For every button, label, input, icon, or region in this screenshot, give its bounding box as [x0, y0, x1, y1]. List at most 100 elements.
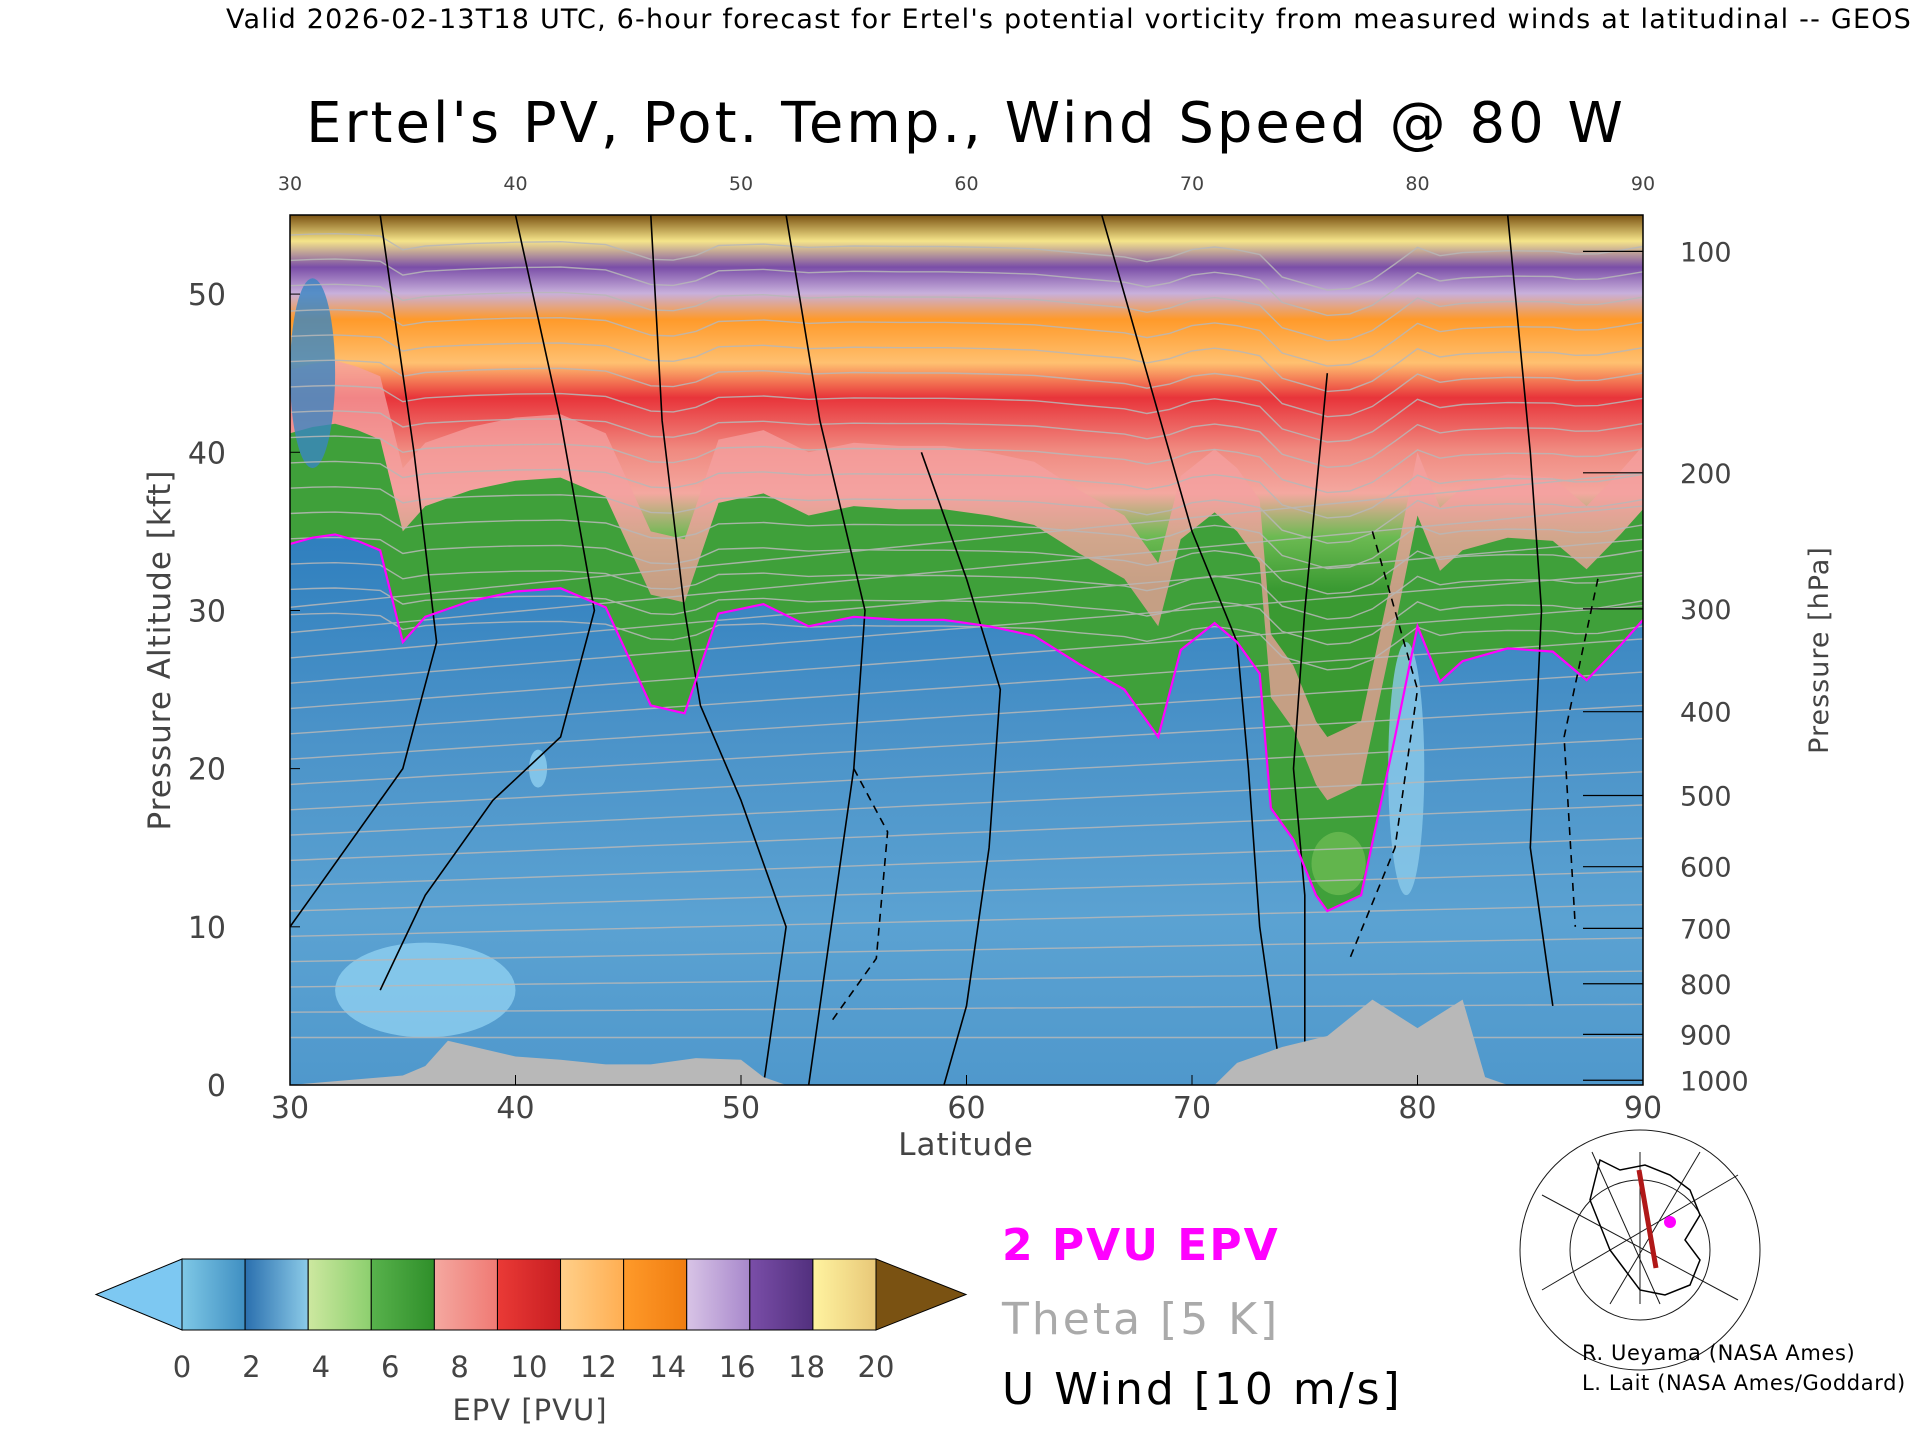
colorbar-tick-label: 16 [719, 1350, 756, 1384]
u-wind-contour [290, 215, 438, 928]
theta-contour [290, 258, 1643, 317]
u-wind-contour-negative [830, 768, 889, 1023]
colorbar-segment [370, 1258, 435, 1331]
pv-blotch [335, 942, 516, 1038]
colorbar-segment [560, 1258, 625, 1331]
map-inset [1519, 1129, 1761, 1371]
x-tick-label: 30 [271, 1091, 309, 1126]
theta-contour [290, 536, 1643, 595]
theta-contour [290, 384, 1643, 443]
x-tick-label: 40 [496, 1091, 534, 1126]
pv-blotch [1311, 831, 1366, 896]
u-wind-contour [1506, 215, 1554, 1007]
legend-uwind: U Wind [10 m/s] [1002, 1364, 1403, 1415]
x-tick-label-top: 50 [729, 173, 753, 195]
pressure-tick-label: 200 [1680, 459, 1732, 490]
y-tick-label: 40 [188, 436, 226, 471]
colorbar-tick-label: 12 [580, 1350, 617, 1384]
theta-contour [290, 472, 1643, 608]
chart-title: Ertel's PV, Pot. Temp., Wind Speed @ 80 … [306, 91, 1626, 156]
u-wind-contour-negative [1349, 531, 1419, 959]
colorbar-segment [244, 1258, 309, 1331]
colorbar-tick-label: 20 [858, 1350, 895, 1384]
theta-contour [290, 505, 1643, 634]
x-tick-label: 60 [947, 1091, 985, 1126]
terrain [290, 999, 1508, 1085]
theta-contour [290, 587, 1643, 646]
x-tick-label: 80 [1398, 1091, 1436, 1126]
colorbar-tick-label: 6 [381, 1350, 399, 1384]
u-wind-contour [920, 452, 1002, 1085]
colorbar-over-arrow [875, 1258, 968, 1331]
y-tick-label: 50 [188, 278, 226, 313]
theta-contour [290, 605, 1643, 710]
colorbar-under-arrow [94, 1258, 183, 1331]
theta-contours [290, 232, 1643, 1039]
credit-line-1: R. Ueyama (NASA Ames) [1582, 1341, 1855, 1365]
colorbar-segment [307, 1258, 372, 1331]
legend-2pvu: 2 PVU EPV [1002, 1220, 1280, 1271]
colorbar-tick-label: 8 [450, 1350, 468, 1384]
colorbar-segment [686, 1258, 751, 1331]
colorbar-label: EPV [PVU] [452, 1393, 607, 1427]
x-tick-label-top: 60 [954, 173, 978, 195]
theta-contour [290, 511, 1643, 570]
pressure-tick-label: 900 [1680, 1020, 1732, 1051]
pressure-tick-label: 1000 [1680, 1066, 1749, 1097]
pressure-tick-label: 800 [1680, 970, 1732, 1001]
y-axis-label-right: Pressure [hPa] [1804, 546, 1835, 754]
theta-contour [290, 937, 1643, 963]
pressure-tick-label: 600 [1680, 853, 1732, 884]
y-tick-label: 30 [188, 594, 226, 629]
colorbar-segment [181, 1258, 246, 1331]
pressure-tick-label: 700 [1680, 914, 1732, 945]
y-tick-label: 0 [207, 1069, 226, 1104]
plot-area [290, 215, 1643, 1085]
theta-contour [290, 704, 1643, 786]
pressure-tick-label: 300 [1680, 595, 1732, 626]
theta-contour [290, 308, 1643, 367]
pressure-tick-label: 500 [1680, 782, 1732, 813]
theta-contour [290, 232, 1643, 291]
y-tick-label: 20 [188, 753, 226, 788]
theta-contour [290, 460, 1643, 519]
colorbar-segment [496, 1258, 562, 1331]
colorbar-tick-label: 2 [242, 1350, 260, 1384]
colorbar-tick-label: 10 [511, 1350, 548, 1384]
x-tick-label: 90 [1624, 1091, 1662, 1126]
pv-blotch [290, 278, 336, 469]
u-wind-contours [290, 215, 1599, 1085]
u-wind-contour [785, 215, 866, 1085]
colorbar-tick-label: 18 [788, 1350, 825, 1384]
colorbar-segment [812, 1258, 877, 1331]
axes: 3030404050506060707080809090010203040501… [188, 173, 1749, 1126]
x-tick-label-top: 70 [1180, 173, 1204, 195]
colorbar-tick-label: 4 [312, 1350, 330, 1384]
theta-contour [290, 771, 1643, 836]
y-tick-label: 10 [188, 911, 226, 946]
theta-contour [290, 359, 1643, 418]
pressure-tick-label: 400 [1680, 698, 1732, 729]
theta-contour [290, 538, 1643, 659]
u-wind-contour [650, 215, 787, 1085]
x-tick-label: 50 [722, 1091, 760, 1126]
theta-contour [290, 561, 1643, 620]
x-tick-label-top: 80 [1405, 173, 1429, 195]
theta-contour [290, 904, 1643, 937]
colorbar-segment [749, 1258, 814, 1331]
theta-contour [290, 571, 1643, 684]
x-tick-label-top: 30 [278, 173, 302, 195]
theta-contour [290, 870, 1643, 912]
colorbar-segment [433, 1258, 498, 1331]
theta-contour [290, 283, 1643, 342]
pressure-tick-label: 100 [1680, 237, 1732, 268]
x-axis-label: Latitude [898, 1127, 1034, 1163]
u-wind-contour [379, 215, 596, 991]
pv-blotch [529, 749, 548, 788]
legend-theta: Theta [5 K] [1001, 1294, 1280, 1345]
section-line [1636, 1169, 1659, 1269]
theta-contour [290, 435, 1643, 494]
y-axis-label-left: Pressure Altitude [kft] [142, 470, 178, 831]
theta-contour [290, 486, 1643, 544]
